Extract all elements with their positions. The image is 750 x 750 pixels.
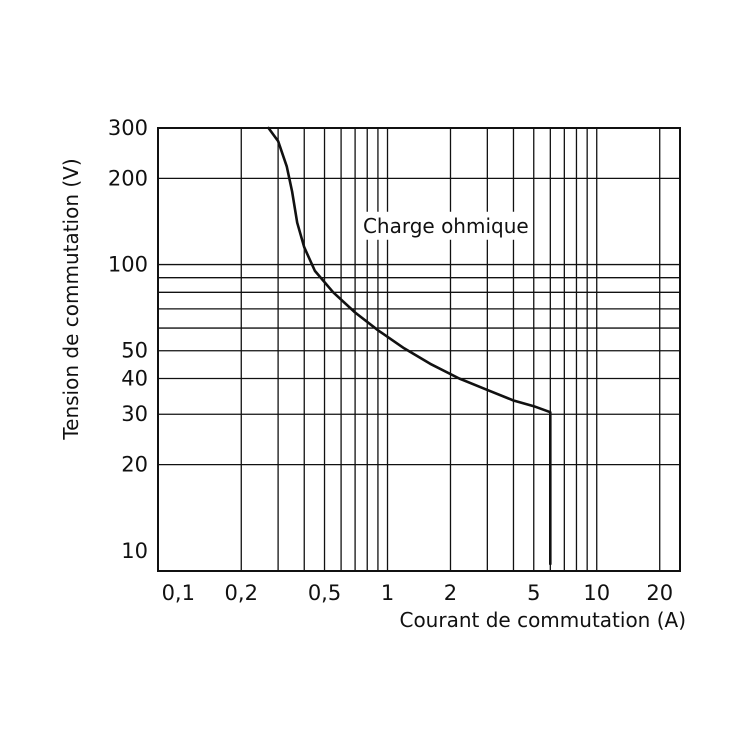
- annotation: Charge ohmique: [358, 211, 533, 240]
- plot-frame: [157, 127, 681, 572]
- x-tick-label: 1: [381, 581, 394, 605]
- x-tick-labels: 0,1 0,2 0,5 1 2 5 10 20: [162, 581, 674, 605]
- x-tick-label: 20: [646, 581, 673, 605]
- y-tick-label: 300: [108, 116, 148, 140]
- x-tick-label: 0,1: [162, 581, 195, 605]
- series-layer: [267, 126, 552, 566]
- annotation-background: [358, 211, 533, 240]
- y-tick-label: 200: [108, 166, 148, 190]
- x-axis-label: Courant de commutation (A): [399, 608, 686, 632]
- y-tick-label: 50: [121, 339, 148, 363]
- y-axis-label: Tension de commutation (V): [59, 158, 83, 440]
- grid: [158, 128, 680, 571]
- y-tick-label: 30: [121, 402, 148, 426]
- x-tick-label: 2: [444, 581, 457, 605]
- y-tick-labels: 10 20 30 40 50 100 200 300: [108, 116, 148, 563]
- y-tick-label: 10: [121, 539, 148, 563]
- y-tick-label: 100: [108, 253, 148, 277]
- annotation-text: Charge ohmique: [363, 214, 529, 238]
- annotations: Charge ohmique: [358, 211, 533, 240]
- x-tick-label: 10: [583, 581, 610, 605]
- y-tick-label: 20: [121, 453, 148, 477]
- y-tick-label: 40: [121, 366, 148, 390]
- series-line-0: [267, 126, 552, 566]
- x-tick-label: 0,2: [225, 581, 258, 605]
- x-tick-label: 5: [527, 581, 540, 605]
- x-tick-label: 0,5: [308, 581, 341, 605]
